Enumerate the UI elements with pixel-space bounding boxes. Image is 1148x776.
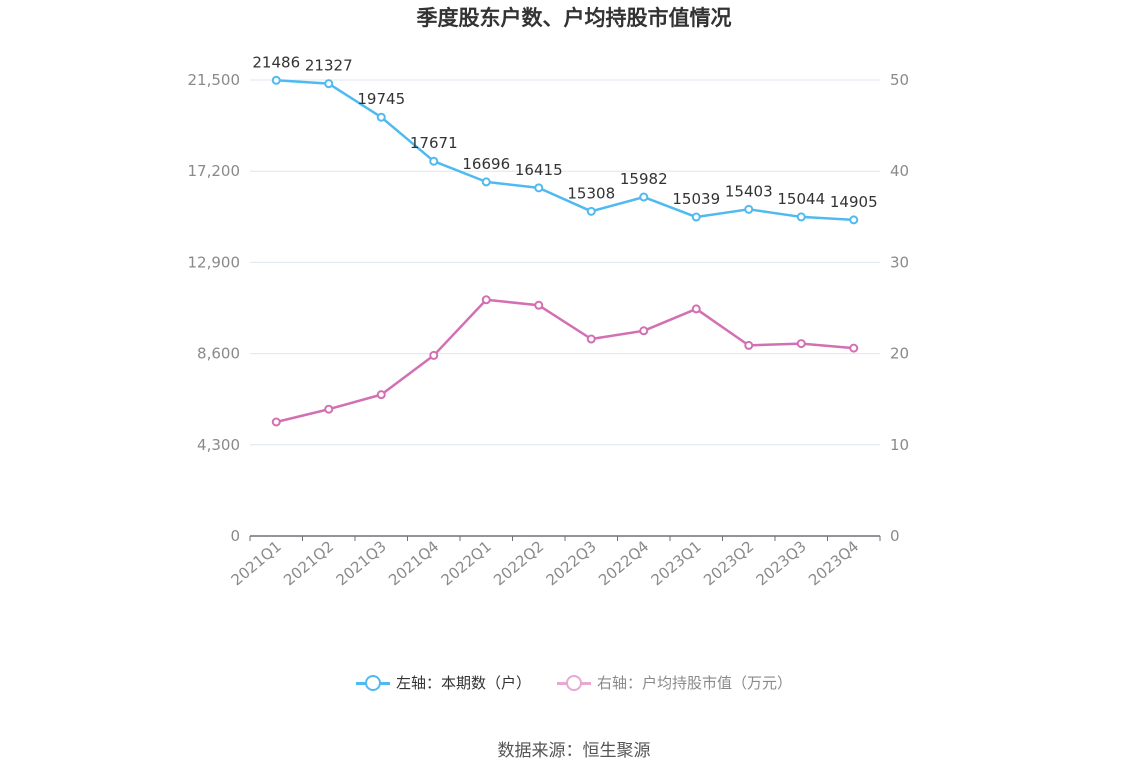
point-avg-holding [639, 326, 649, 336]
point-households [481, 177, 491, 187]
x-tick-label: 2023Q2 [700, 537, 757, 589]
point-households [744, 204, 754, 214]
point-avg-holding [481, 295, 491, 305]
chart-title: 季度股东户数、户均持股市值情况 [416, 6, 732, 30]
point-avg-holding [324, 404, 334, 414]
point-households [429, 156, 439, 166]
point-households [849, 215, 859, 225]
point-avg-holding [849, 343, 859, 353]
left-tick-label: 17,200 [188, 162, 241, 180]
legend-marker-households [355, 673, 390, 693]
series-line-avg-holding [275, 298, 854, 424]
x-tick-label: 2022Q1 [438, 537, 495, 589]
data-label-households: 21327 [305, 57, 353, 75]
legend-item-avg-holding[interactable]: 右轴：户均持股市值（万元） [557, 672, 792, 693]
data-label-households: 17671 [410, 134, 458, 152]
data-label-households: 15039 [672, 190, 720, 208]
legend: 左轴：本期数（户） 右轴：户均持股市值（万元） [0, 672, 1148, 693]
right-tick-label: 10 [890, 436, 909, 454]
source-note: 数据来源：恒生聚源 [497, 741, 651, 761]
point-avg-holding [376, 390, 386, 400]
data-label-households: 16415 [515, 161, 563, 179]
left-tick-label: 21,500 [188, 71, 241, 89]
data-label-households: 15308 [567, 184, 615, 202]
data-label-households: 19745 [357, 90, 405, 108]
point-avg-holding [271, 417, 281, 427]
point-avg-holding [691, 304, 701, 314]
data-label-households: 15982 [620, 170, 668, 188]
data-label-households: 14905 [830, 193, 878, 211]
x-tick-label: 2023Q3 [753, 537, 810, 589]
x-tick-label: 2021Q2 [280, 537, 337, 589]
x-tick-label: 2023Q4 [805, 537, 862, 589]
x-tick-label: 2021Q1 [228, 537, 285, 589]
point-households [376, 112, 386, 122]
x-tick-label: 2022Q2 [490, 537, 547, 589]
axes: 0 4,300 8,600 12,900 17,200 21,500 0 10 20 30 40 50… [188, 71, 910, 589]
x-tick-label: 2021Q4 [385, 537, 442, 589]
data-label-households: 16696 [462, 155, 510, 173]
right-tick-label: 50 [890, 71, 909, 89]
point-households [534, 183, 544, 193]
point-households [586, 206, 596, 216]
right-tick-label: 0 [890, 527, 900, 545]
x-tick-label: 2023Q1 [648, 537, 705, 589]
point-households [324, 79, 334, 89]
point-avg-holding [534, 300, 544, 310]
legend-label-households: 左轴：本期数（户） [395, 674, 531, 692]
data-label-households: 15044 [777, 190, 825, 208]
right-tick-label: 20 [890, 345, 909, 363]
legend-item-households[interactable]: 左轴：本期数（户） [355, 672, 531, 693]
x-tick-label: 2021Q3 [333, 537, 390, 589]
point-avg-holding [429, 350, 439, 360]
right-tick-label: 40 [890, 162, 909, 180]
right-tick-label: 30 [890, 253, 909, 271]
data-label-households: 21486 [252, 53, 300, 71]
left-tick-label: 4,300 [197, 436, 240, 454]
grid-lines [250, 79, 880, 446]
point-households [796, 212, 806, 222]
point-households [271, 75, 281, 85]
legend-label-avg-holding: 右轴：户均持股市值（万元） [597, 674, 793, 692]
point-avg-holding [744, 340, 754, 350]
x-tick-label: 2022Q3 [543, 537, 600, 589]
data-label-households: 15403 [725, 182, 773, 200]
point-households [691, 212, 701, 222]
left-tick-label: 0 [230, 527, 240, 545]
series-lines [271, 75, 859, 427]
legend-marker-avg-holding [557, 673, 591, 693]
x-tick-label: 2022Q4 [595, 537, 652, 589]
chart-plot: 0 4,300 8,600 12,900 17,200 21,500 0 10 20 30 40 50… [188, 53, 910, 589]
left-tick-label: 8,600 [197, 345, 240, 363]
point-households [639, 192, 649, 202]
point-avg-holding [796, 339, 806, 349]
left-tick-label: 12,900 [188, 253, 241, 271]
series-line-households [276, 79, 854, 222]
point-avg-holding [586, 334, 596, 344]
